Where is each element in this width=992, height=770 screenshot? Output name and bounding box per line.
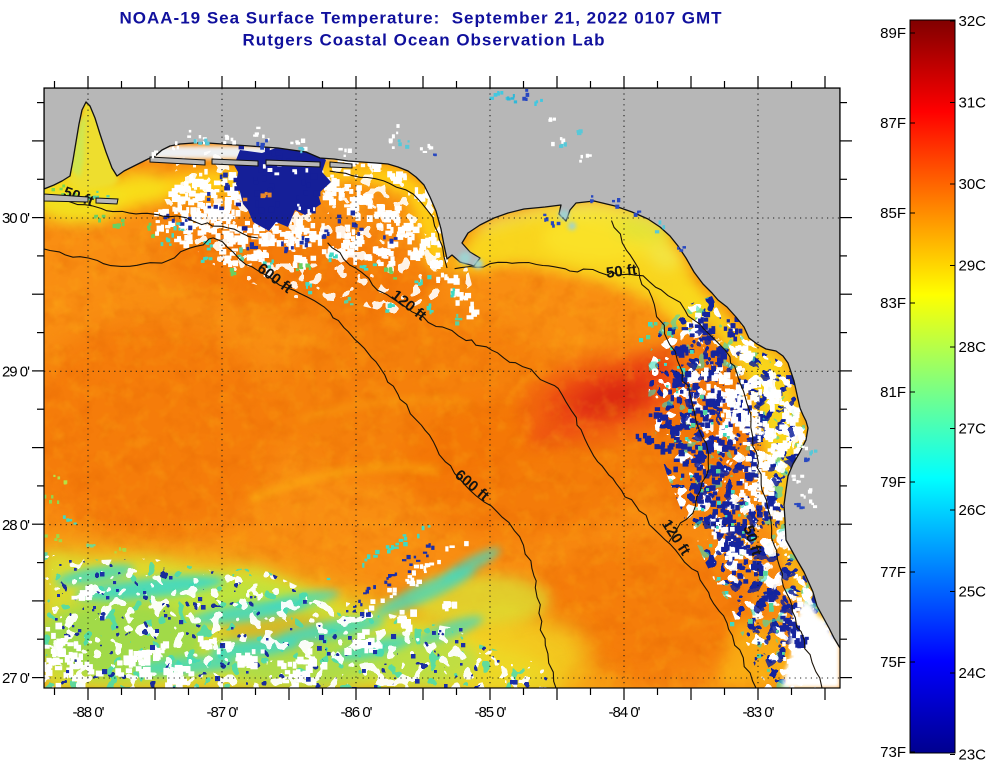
svg-text:29C: 29C [959,258,987,275]
svg-text:-85 0': -85 0' [474,704,506,721]
svg-text:27C: 27C [959,421,987,438]
svg-text:-83 0': -83 0' [742,704,774,721]
svg-text:81F: 81F [880,384,906,401]
svg-text:25C: 25C [959,584,987,601]
svg-text:31C: 31C [959,95,987,112]
svg-text:24C: 24C [959,665,987,682]
svg-text:73F: 73F [880,744,906,761]
svg-text:77F: 77F [880,564,906,581]
svg-text:-88 0': -88 0' [72,704,104,721]
svg-text:79F: 79F [880,474,906,491]
svg-text:28C: 28C [959,339,987,356]
svg-text:32C: 32C [959,13,987,30]
svg-text:NOAA-19 Sea Surface Temperatur: NOAA-19 Sea Surface Temperature: Septemb… [119,9,722,28]
svg-text:-84 0': -84 0' [608,704,640,721]
svg-text:30 0': 30 0' [2,210,30,227]
svg-text:23C: 23C [959,747,987,764]
svg-text:89F: 89F [880,25,906,42]
svg-text:30C: 30C [959,176,987,193]
svg-text:28 0': 28 0' [2,517,30,534]
svg-text:-86 0': -86 0' [340,704,372,721]
svg-text:75F: 75F [880,654,906,671]
svg-text:29 0': 29 0' [2,364,30,381]
svg-text:Rutgers Coastal Ocean Observat: Rutgers Coastal Ocean Observation Lab [243,31,606,50]
svg-text:50 ft: 50 ft [605,261,638,282]
svg-text:83F: 83F [880,295,906,312]
svg-text:87F: 87F [880,115,906,132]
svg-text:27 0': 27 0' [2,670,30,687]
svg-text:26C: 26C [959,502,987,519]
svg-text:-87 0': -87 0' [206,704,238,721]
svg-text:85F: 85F [880,205,906,222]
